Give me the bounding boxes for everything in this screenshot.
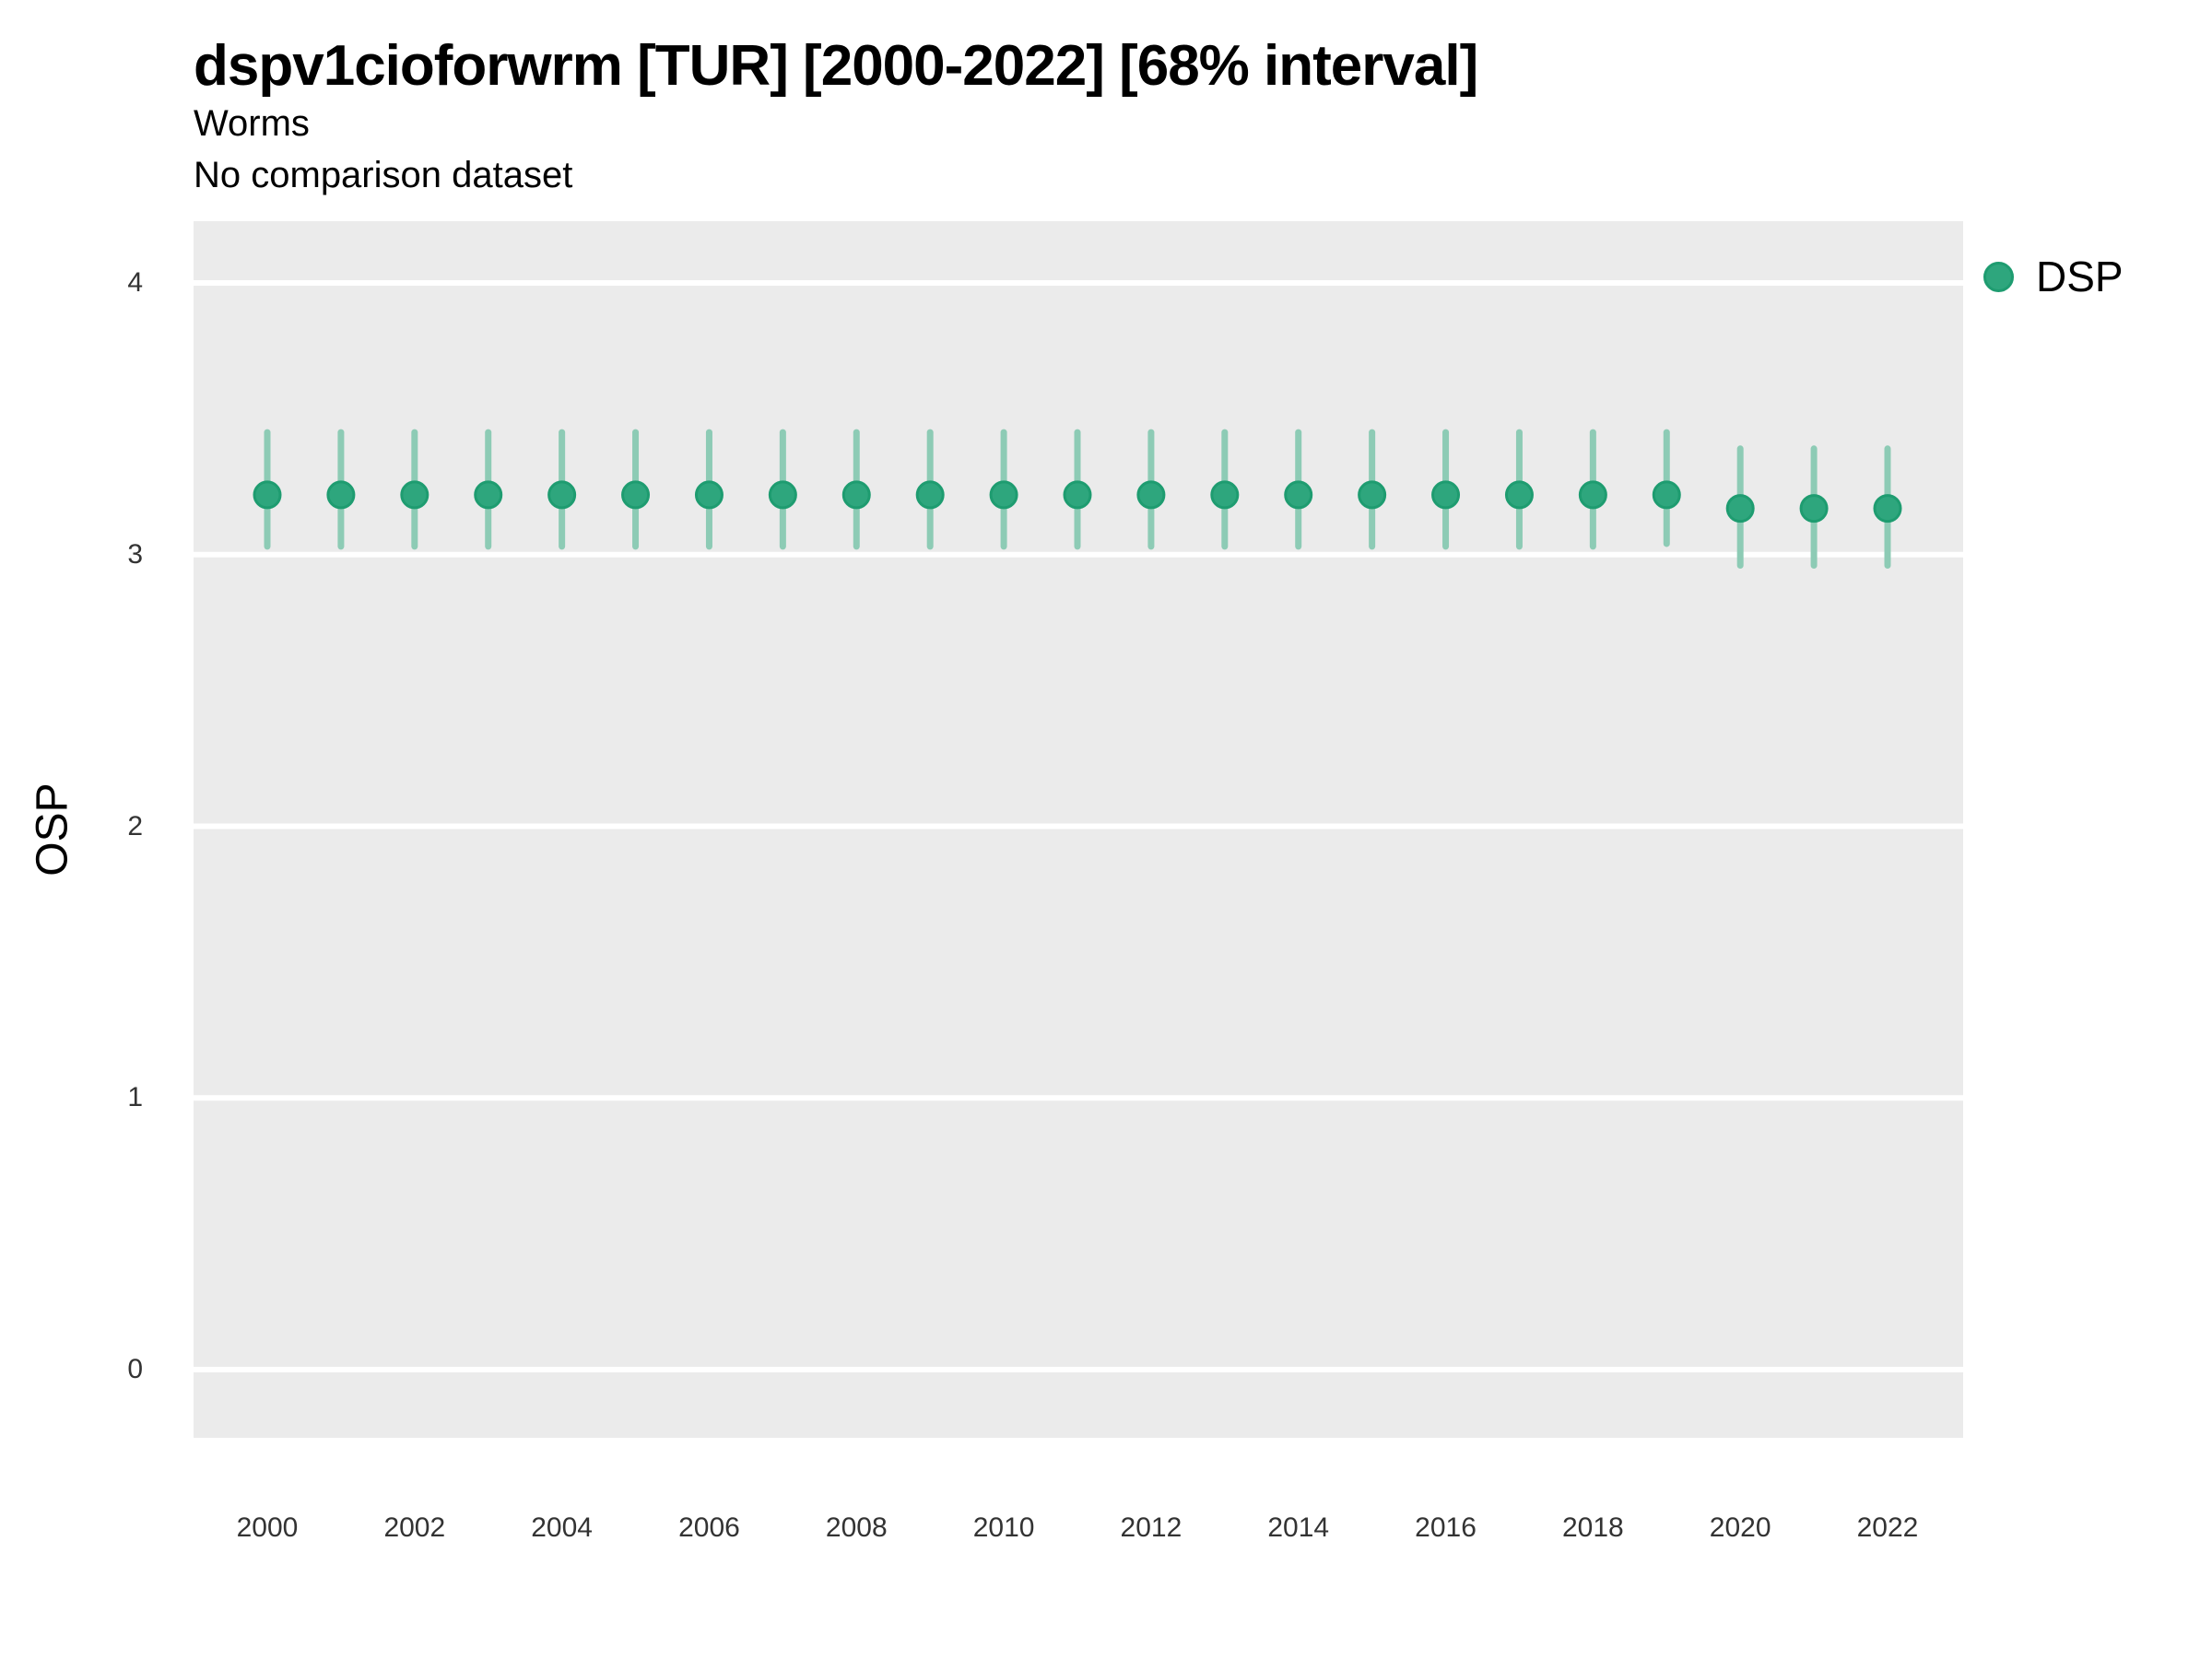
data-point-2015 [1358, 480, 1387, 510]
data-point-2013 [1210, 480, 1240, 510]
data-point-2016 [1431, 480, 1461, 510]
y-tick-label-0: 0 [127, 1354, 143, 1384]
chart-subtitle: Worms [194, 103, 310, 144]
legend-point-icon [1983, 261, 2014, 292]
data-point-2001 [326, 480, 356, 510]
plot-canvas [194, 280, 1963, 1372]
chart-title: dspv1cioforwrm [TUR] [2000-2022] [68% in… [194, 34, 1478, 98]
x-tick-label-2000: 2000 [236, 1512, 299, 1543]
data-point-2018 [1578, 480, 1607, 510]
x-tick-label-2002: 2002 [383, 1512, 446, 1543]
x-tick-label-2016: 2016 [1415, 1512, 1477, 1543]
data-point-2017 [1504, 480, 1534, 510]
y-tick-label-2: 2 [127, 810, 143, 841]
data-point-2020 [1725, 494, 1755, 524]
x-tick-label-2020: 2020 [1709, 1512, 1771, 1543]
x-tick-label-2022: 2022 [1856, 1512, 1919, 1543]
data-point-2010 [989, 480, 1018, 510]
legend-label: DSP [2036, 253, 2124, 300]
data-point-2004 [547, 480, 577, 510]
data-point-2002 [400, 480, 429, 510]
legend: DSP [1983, 247, 2124, 306]
x-tick-label-2004: 2004 [531, 1512, 593, 1543]
plot-panel [194, 221, 1963, 1438]
data-point-2007 [768, 480, 797, 510]
data-point-2000 [253, 480, 282, 510]
x-tick-label-2010: 2010 [972, 1512, 1035, 1543]
data-point-2005 [621, 480, 651, 510]
data-point-2012 [1136, 480, 1166, 510]
data-point-2006 [694, 480, 724, 510]
y-tick-label-4: 4 [127, 267, 143, 298]
x-tick-label-2008: 2008 [825, 1512, 888, 1543]
data-point-2009 [915, 480, 945, 510]
data-point-2022 [1873, 494, 1902, 524]
x-tick-label-2018: 2018 [1561, 1512, 1624, 1543]
data-point-2021 [1799, 494, 1829, 524]
data-point-2008 [841, 480, 871, 510]
data-point-2011 [1063, 480, 1092, 510]
data-point-2019 [1652, 480, 1681, 510]
data-point-2003 [474, 480, 503, 510]
y-tick-label-3: 3 [127, 538, 143, 570]
x-tick-label-2014: 2014 [1267, 1512, 1330, 1543]
x-tick-label-2012: 2012 [1120, 1512, 1182, 1543]
chart-note: No comparison dataset [194, 155, 573, 195]
x-tick-label-2006: 2006 [678, 1512, 740, 1543]
y-tick-label-1: 1 [127, 1082, 143, 1113]
data-point-2014 [1284, 480, 1313, 510]
